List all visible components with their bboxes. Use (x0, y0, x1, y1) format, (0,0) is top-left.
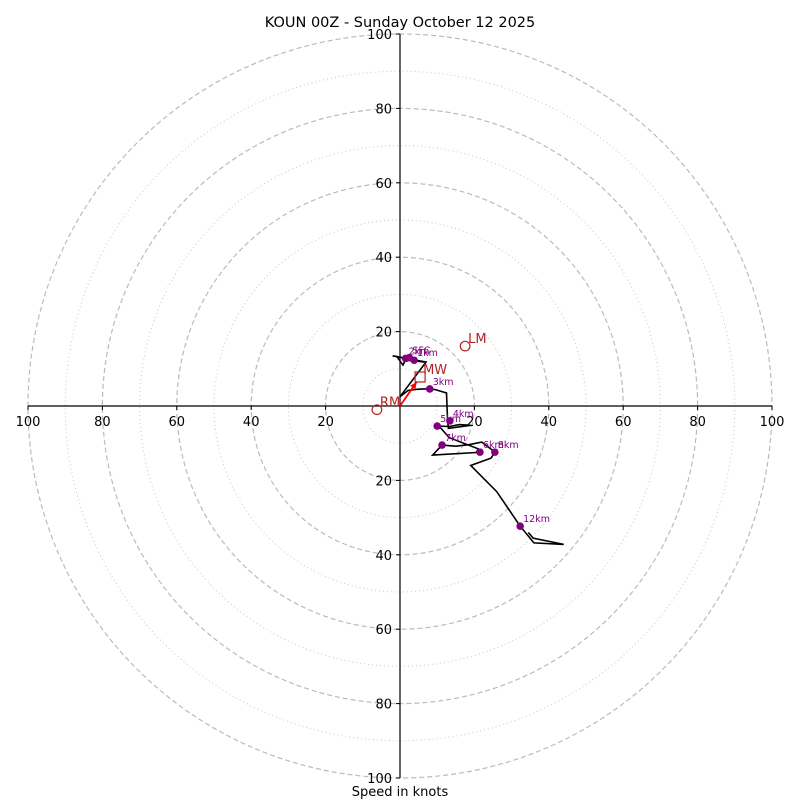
height-point-1km (410, 356, 418, 365)
x-tick-label: 100 (16, 415, 41, 430)
y-tick-label: 40 (375, 251, 392, 266)
height-label-2km: 2km (409, 346, 430, 357)
y-tick-label: 100 (367, 28, 392, 43)
height-point-12km (516, 522, 524, 530)
x-tick-label: 60 (615, 415, 632, 430)
x-tick-label: 20 (466, 415, 483, 430)
height-label-sfc: SFC (412, 346, 430, 357)
height-label-12km: 12km (523, 514, 550, 525)
x-tick-label: 40 (243, 415, 260, 430)
marker-mw (414, 371, 426, 383)
x-tick-label: 80 (689, 415, 706, 430)
y-tick-label: 20 (375, 326, 392, 341)
arrowhead-icon (410, 381, 417, 390)
x-tick-label: 100 (760, 415, 785, 430)
chart-title: KOUN 00Z - Sunday October 12 2025 (265, 15, 536, 31)
y-tick-label: 80 (375, 698, 392, 713)
height-label-3km: 3km (433, 377, 454, 388)
height-point-8km (491, 448, 499, 456)
height-label-1km: 1km (417, 348, 438, 359)
height-label-4km: 4km (453, 409, 474, 420)
height-point-4km (446, 417, 454, 425)
y-tick-label: 80 (375, 102, 392, 117)
y-tick-label: 20 (375, 474, 392, 489)
marker-rm (371, 404, 383, 416)
y-tick-label: 60 (375, 623, 392, 638)
x-axis-label: Speed in knots (352, 785, 449, 800)
y-tick-label: 40 (375, 549, 392, 564)
storm-motion-vector (399, 381, 418, 407)
height-label-5km: 5km (440, 414, 461, 425)
marker-lm (459, 340, 471, 352)
height-point-2km (401, 354, 410, 363)
tick-labels: 100 80 60 40 20 20 40 60 80 100 100 80 60 40 20 20 40 60 8… (16, 28, 785, 787)
label-mw: MW (423, 363, 447, 378)
height-point-3km (425, 385, 434, 393)
label-rm: RM (380, 396, 400, 411)
y-tick-label: 60 (375, 177, 392, 192)
motion-markers: RM LM MW (371, 332, 487, 416)
height-label-7km: 7km (445, 433, 466, 444)
y-tick-label: 100 (367, 772, 392, 787)
height-label-8km: 8km (498, 440, 519, 451)
height-point-5km (433, 422, 442, 430)
height-point-7km (438, 441, 446, 449)
height-point-6km (476, 448, 484, 456)
height-label-6km: 6km (483, 440, 504, 451)
label-lm: LM (468, 332, 486, 347)
x-tick-label: 20 (317, 415, 334, 430)
x-tick-label: 60 (169, 415, 186, 430)
x-tick-label: 80 (94, 415, 111, 430)
x-tick-label: 40 (541, 415, 558, 430)
